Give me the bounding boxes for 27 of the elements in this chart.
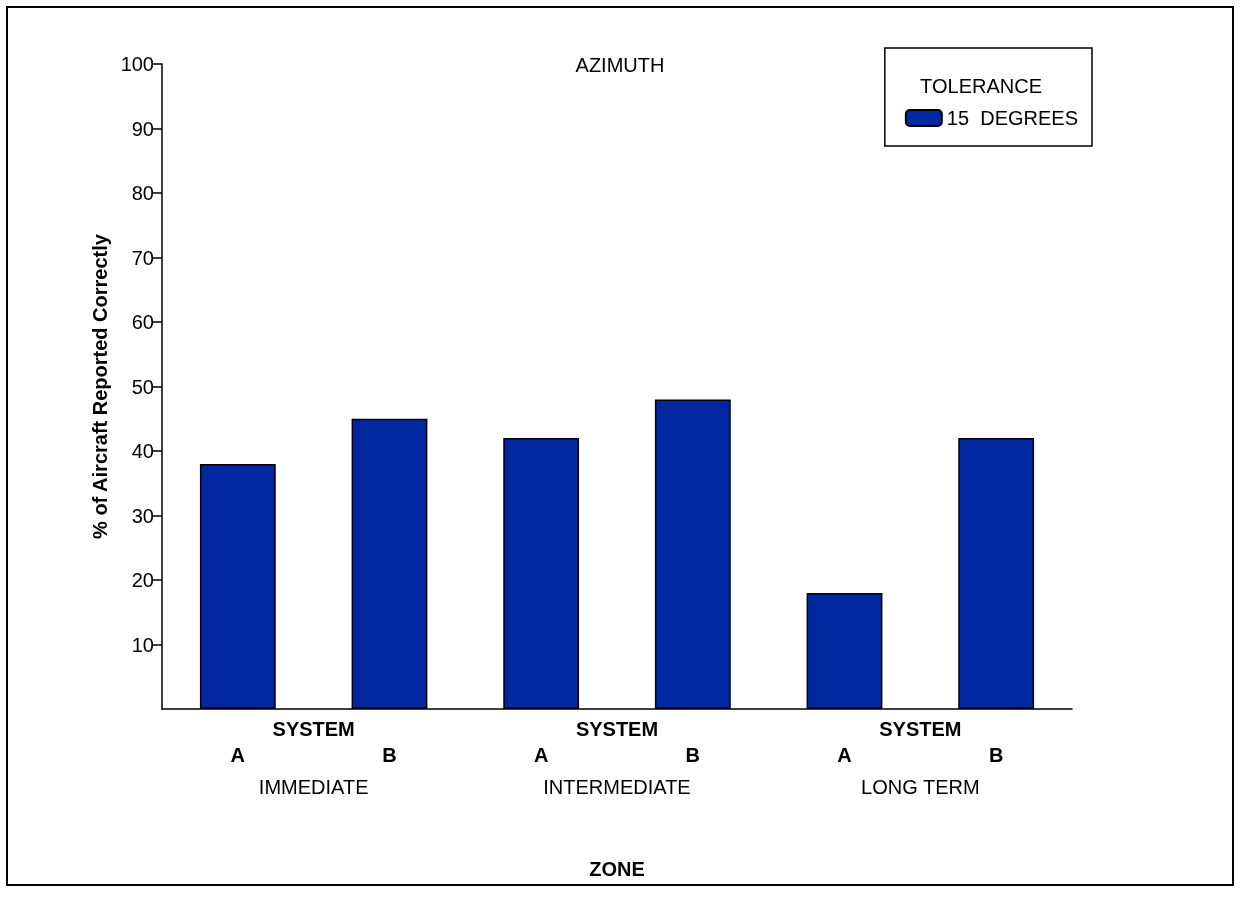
y-axis-title: % of Aircraft Reported Correctly <box>88 233 111 539</box>
chart-title: AZIMUTH <box>575 54 665 76</box>
x-tick-label: A <box>533 744 549 766</box>
y-tick-label: 60 <box>131 311 154 333</box>
x-tick-label: B <box>988 744 1004 766</box>
y-tick-label: 40 <box>131 440 154 462</box>
y-tick-label: 80 <box>131 182 154 204</box>
text: INTERMEDIATE <box>543 776 691 798</box>
text: IMMEDIATE <box>258 776 369 798</box>
y-tick-label: 30 <box>131 504 154 527</box>
y-tick-label: 50 <box>131 375 154 398</box>
y-tick-label: 100 <box>120 53 154 75</box>
text: SYSTEM <box>272 718 355 740</box>
text: SYSTEM <box>879 718 962 740</box>
text: SYSTEM <box>575 718 659 740</box>
x-tick-label: A <box>837 744 852 766</box>
y-tick-label: 10 <box>131 633 154 656</box>
y-tick-label: 90 <box>131 117 154 140</box>
legend-title: TOLERANCE <box>920 75 1043 97</box>
x-tick-label: B <box>685 744 701 766</box>
y-tick-label: 70 <box>131 246 154 269</box>
y-tick-label: 20 <box>131 569 154 591</box>
text: LONG TERM <box>861 776 980 798</box>
x-tick-label: B <box>382 744 397 766</box>
legend-label: 15 DEGREES <box>946 107 1079 129</box>
x-tick-label: A <box>230 744 246 766</box>
x-axis-title: ZONE <box>589 858 645 880</box>
